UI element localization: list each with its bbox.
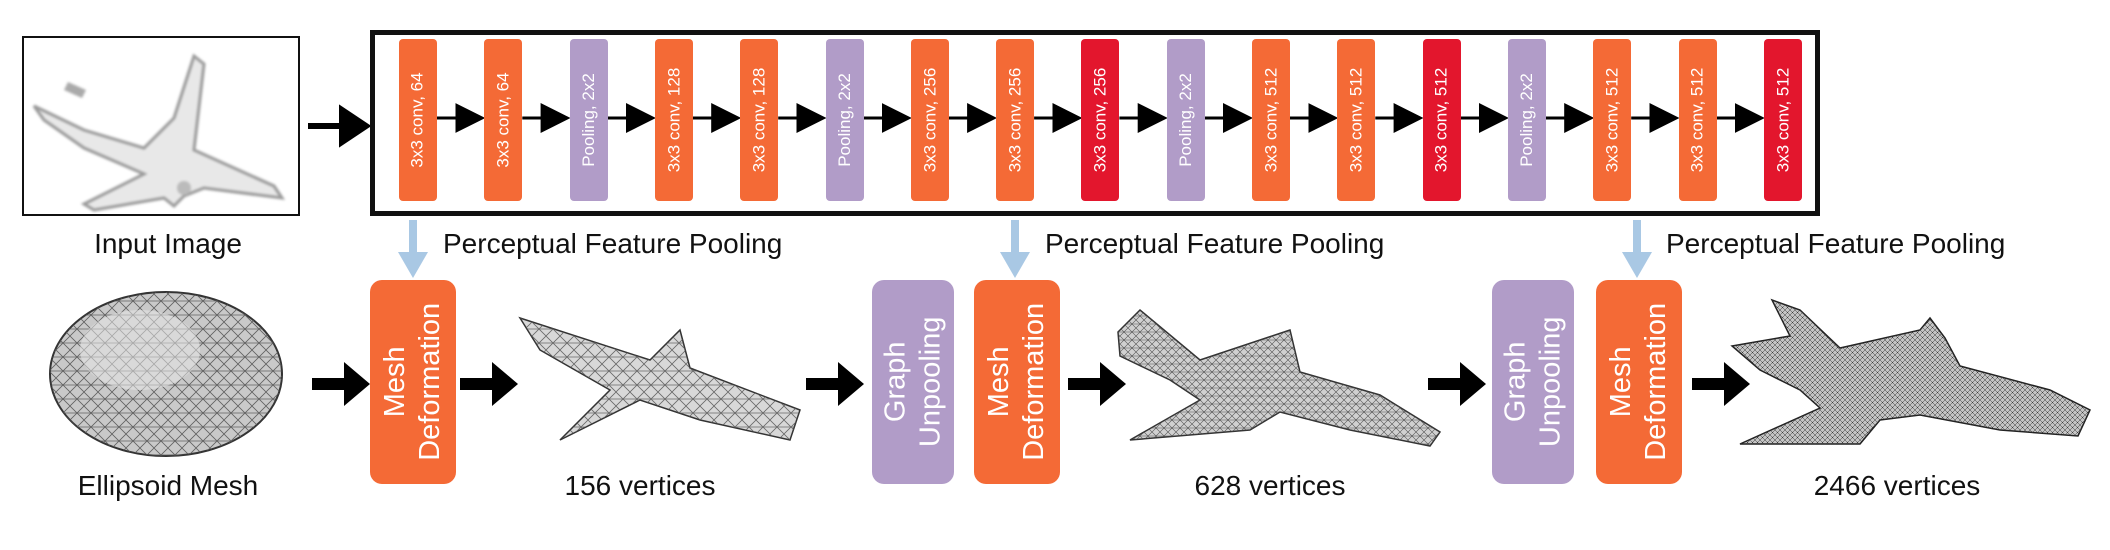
cnn-layer-label: 3x3 conv, 512 bbox=[1772, 67, 1792, 173]
airplane-mesh-156 bbox=[518, 316, 801, 441]
arrow-deform2-to-mesh2 bbox=[1068, 362, 1126, 406]
feature-arrow-2 bbox=[1000, 220, 1030, 278]
cnn-layer-conv: 3x3 conv, 512 bbox=[1422, 39, 1461, 201]
feature-arrow-3 bbox=[1622, 220, 1652, 278]
block-text-deformation: Deformation bbox=[1018, 303, 1050, 461]
cnn-layer-label: 3x3 conv, 256 bbox=[919, 67, 939, 173]
cnn-layer-label: 3x3 conv, 128 bbox=[749, 67, 769, 173]
ellipsoid-mesh-caption: Ellipsoid Mesh bbox=[77, 470, 259, 501]
arrow-mesh2-to-unpool2 bbox=[1428, 362, 1486, 406]
ellipsoid-mesh bbox=[49, 291, 283, 457]
cnn-layer-pooling: Pooling, 2x2 bbox=[1507, 39, 1546, 201]
airplane-mesh-628 bbox=[1117, 308, 1442, 447]
input-image-caption: Input Image bbox=[94, 228, 242, 259]
cnn-layer-pooling: Pooling, 2x2 bbox=[825, 39, 864, 201]
cnn-layer-label: 3x3 conv, 256 bbox=[1005, 67, 1025, 173]
graph-unpooling-block-2: Graph Unpooling bbox=[1492, 280, 1574, 484]
feature-arrow-1 bbox=[398, 220, 428, 278]
bottom-arrows bbox=[312, 362, 1750, 406]
cnn-layer-pooling: Pooling, 2x2 bbox=[1166, 39, 1205, 201]
input-to-cnn-arrow bbox=[308, 104, 372, 148]
cnn-layer-conv: 3x3 conv, 256 bbox=[1081, 39, 1120, 201]
arrow-ellipsoid-to-deform1 bbox=[312, 362, 370, 406]
graph-unpooling-block-1: Graph Unpooling bbox=[872, 280, 954, 484]
cnn-layer-label: 3x3 conv, 512 bbox=[1687, 67, 1707, 173]
cnn-layer-label: Pooling, 2x2 bbox=[834, 73, 854, 167]
cnn-layer-label: 3x3 conv, 512 bbox=[1431, 67, 1451, 173]
cnn-layer-label: 3x3 conv, 64 bbox=[493, 72, 513, 168]
cnn-layer-label: 3x3 conv, 512 bbox=[1346, 67, 1366, 173]
block-text-mesh: Mesh bbox=[379, 346, 412, 418]
mesh-628-caption: 628 vertices bbox=[1194, 470, 1346, 501]
block-text-deformation: Deformation bbox=[1640, 303, 1672, 461]
airplane-mesh-2466 bbox=[1730, 298, 2091, 445]
cnn-layer-label: Pooling, 2x2 bbox=[1175, 73, 1195, 167]
cnn-layer-conv: 3x3 conv, 128 bbox=[654, 39, 693, 201]
cnn-layer-conv: 3x3 conv, 512 bbox=[1763, 39, 1802, 201]
mesh-deformation-block-3: Mesh Deformation bbox=[1596, 280, 1682, 484]
cnn-layer-conv: 3x3 conv, 512 bbox=[1678, 39, 1717, 201]
arrow-mesh1-to-unpool1 bbox=[806, 362, 864, 406]
feature-pooling-label-3: Perceptual Feature Pooling bbox=[1666, 228, 2006, 259]
feature-pooling-label-1: Perceptual Feature Pooling bbox=[443, 228, 783, 259]
mesh-deformation-block-1: Mesh Deformation bbox=[370, 280, 456, 484]
mesh-2466-caption: 2466 vertices bbox=[1813, 470, 1981, 501]
cnn-layer-label: 3x3 conv, 512 bbox=[1261, 67, 1280, 173]
cnn-layer-conv: 3x3 conv, 128 bbox=[740, 39, 779, 201]
cnn-layer-arrows bbox=[437, 103, 1765, 133]
feature-pooling-label-2: Perceptual Feature Pooling bbox=[1045, 228, 1385, 259]
block-text-unpooling: Unpooling bbox=[914, 316, 947, 448]
cnn-layer-conv: 3x3 conv, 256 bbox=[996, 39, 1035, 201]
cnn-layer-label: 3x3 conv, 128 bbox=[663, 67, 683, 173]
block-text-unpooling: Unpooling bbox=[1534, 316, 1567, 448]
cnn-layer-conv: 3x3 conv, 512 bbox=[1337, 39, 1376, 201]
cnn-layer-conv: 3x3 conv, 64 bbox=[484, 39, 523, 201]
input-image-frame bbox=[22, 36, 300, 216]
block-text-mesh: Mesh bbox=[983, 346, 1016, 418]
mesh-156-caption: 156 vertices bbox=[564, 470, 716, 501]
cnn-layer-label: 3x3 conv, 256 bbox=[1090, 67, 1110, 173]
cnn-layer-label: Pooling, 2x2 bbox=[1516, 73, 1536, 167]
arrow-deform3-to-mesh3 bbox=[1692, 362, 1750, 406]
cnn-layer-label: 3x3 conv, 512 bbox=[1602, 67, 1622, 173]
mesh-deformation-block-2: Mesh Deformation bbox=[974, 280, 1060, 484]
cnn-layer-conv: 3x3 conv, 512 bbox=[1252, 39, 1290, 201]
cnn-layer-conv: 3x3 conv, 64 bbox=[399, 39, 437, 201]
block-text-mesh: Mesh bbox=[1605, 346, 1638, 418]
block-text-deformation: Deformation bbox=[414, 303, 446, 461]
input-airplane-image bbox=[32, 53, 286, 212]
cnn-layer-label: Pooling, 2x2 bbox=[578, 73, 598, 167]
arrow-deform1-to-mesh1 bbox=[460, 362, 518, 406]
block-text-graph: Graph bbox=[1499, 341, 1532, 423]
cnn-layer-conv: 3x3 conv, 256 bbox=[910, 39, 949, 201]
cnn-backbone: 3x3 conv, 64 3x3 conv, 64 Pooling, 2x2 3x3 … bbox=[370, 30, 1820, 216]
cnn-layer-conv: 3x3 conv, 512 bbox=[1593, 39, 1632, 201]
cnn-layer-label: 3x3 conv, 64 bbox=[408, 72, 428, 168]
block-text-graph: Graph bbox=[879, 341, 912, 423]
cnn-layer-pooling: Pooling, 2x2 bbox=[569, 39, 608, 201]
